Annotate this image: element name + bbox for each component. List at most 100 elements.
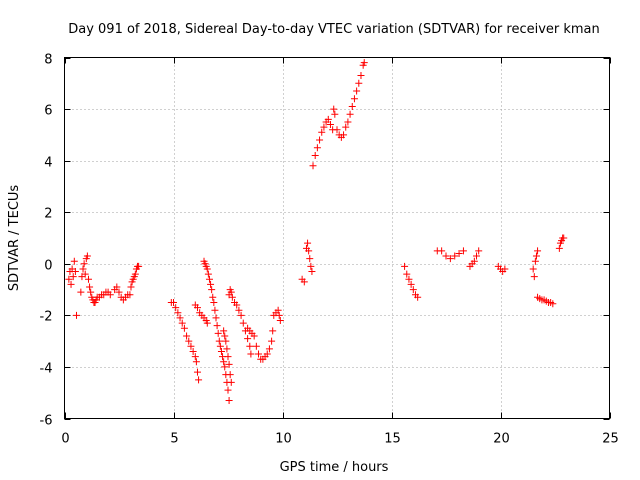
data-point bbox=[438, 247, 446, 255]
data-point bbox=[308, 268, 316, 276]
data-point bbox=[244, 335, 252, 343]
data-point bbox=[225, 360, 233, 368]
data-point bbox=[187, 342, 195, 350]
data-point bbox=[224, 386, 232, 394]
data-point bbox=[204, 270, 212, 278]
x-tick-label: 20 bbox=[493, 432, 510, 447]
x-tick-label: 0 bbox=[61, 432, 69, 447]
data-point bbox=[501, 265, 509, 273]
data-point bbox=[442, 252, 450, 260]
data-point bbox=[549, 300, 557, 308]
data-point bbox=[213, 322, 221, 330]
y-axis-label: SDTVAR / TECUs bbox=[7, 185, 22, 292]
plot-frame bbox=[64, 57, 610, 419]
data-point bbox=[529, 265, 537, 273]
grid bbox=[64, 57, 610, 419]
data-point bbox=[330, 105, 338, 113]
data-point bbox=[189, 347, 197, 355]
data-point bbox=[309, 162, 317, 170]
data-point bbox=[532, 252, 540, 260]
data-point bbox=[357, 72, 365, 80]
x-tick-label: 15 bbox=[384, 432, 401, 447]
data-point bbox=[324, 115, 332, 123]
data-point bbox=[65, 275, 73, 283]
data-point bbox=[174, 309, 182, 317]
data-point bbox=[222, 337, 230, 345]
data-point bbox=[87, 288, 95, 296]
data-point bbox=[135, 262, 143, 270]
data-point bbox=[83, 252, 91, 260]
data-point bbox=[355, 79, 363, 87]
data-point bbox=[170, 298, 177, 306]
data-point bbox=[217, 347, 225, 355]
data-point bbox=[344, 118, 352, 126]
data-point bbox=[207, 280, 215, 288]
data-point bbox=[71, 268, 79, 276]
y-tick-label: 8 bbox=[44, 53, 52, 68]
data-point bbox=[555, 244, 563, 252]
data-point bbox=[316, 136, 324, 144]
chart-title: Day 091 of 2018, Sidereal Day-to-day VTE… bbox=[68, 22, 600, 37]
data-point bbox=[180, 324, 188, 332]
data-point bbox=[227, 378, 235, 386]
data-point bbox=[348, 102, 356, 110]
data-point bbox=[340, 131, 348, 139]
data-point bbox=[274, 306, 282, 314]
data-point bbox=[81, 270, 89, 278]
data-point bbox=[195, 376, 203, 384]
data-point bbox=[86, 283, 94, 291]
data-point bbox=[235, 306, 243, 314]
data-point bbox=[193, 368, 201, 376]
data-point bbox=[530, 273, 538, 281]
data-point bbox=[79, 265, 87, 273]
data-point bbox=[531, 257, 539, 265]
data-point bbox=[305, 247, 313, 255]
data-point bbox=[237, 311, 245, 319]
data-point bbox=[320, 123, 328, 131]
data-point bbox=[226, 371, 234, 379]
data-point bbox=[223, 345, 231, 353]
data-point bbox=[113, 283, 121, 291]
data-point bbox=[414, 293, 422, 301]
data-point bbox=[209, 293, 217, 301]
data-point bbox=[216, 342, 224, 350]
data-point bbox=[239, 319, 247, 327]
data-point bbox=[203, 265, 211, 273]
data-point bbox=[208, 286, 216, 294]
data-point bbox=[346, 110, 354, 118]
data-point bbox=[247, 350, 255, 358]
data-point bbox=[221, 363, 229, 371]
data-point bbox=[224, 353, 232, 361]
data-point bbox=[127, 283, 135, 291]
data-point bbox=[342, 123, 350, 131]
data-point bbox=[407, 280, 415, 288]
data-point bbox=[172, 304, 180, 312]
data-point bbox=[77, 288, 85, 296]
data-point bbox=[227, 288, 235, 296]
data-point bbox=[72, 311, 80, 319]
data-point bbox=[331, 110, 339, 118]
data-point bbox=[306, 255, 314, 263]
data-point bbox=[215, 337, 223, 345]
data-point bbox=[205, 275, 213, 283]
data-point bbox=[269, 327, 277, 335]
data-point bbox=[185, 337, 193, 345]
data-point bbox=[126, 291, 134, 299]
data-point bbox=[233, 301, 241, 309]
data-point bbox=[353, 87, 361, 95]
data-point bbox=[221, 332, 229, 340]
data-point bbox=[84, 275, 92, 283]
data-point bbox=[455, 249, 463, 257]
y-tick-label: -6 bbox=[40, 414, 53, 429]
data-point bbox=[534, 247, 542, 255]
data-point bbox=[275, 311, 283, 319]
data-point bbox=[470, 257, 478, 265]
data-point bbox=[300, 278, 308, 286]
data-point bbox=[250, 332, 258, 340]
data-point bbox=[307, 262, 315, 270]
data-point bbox=[326, 121, 334, 129]
data-point bbox=[220, 327, 228, 335]
data-point bbox=[263, 350, 271, 358]
y-tick-label: -2 bbox=[40, 310, 53, 325]
